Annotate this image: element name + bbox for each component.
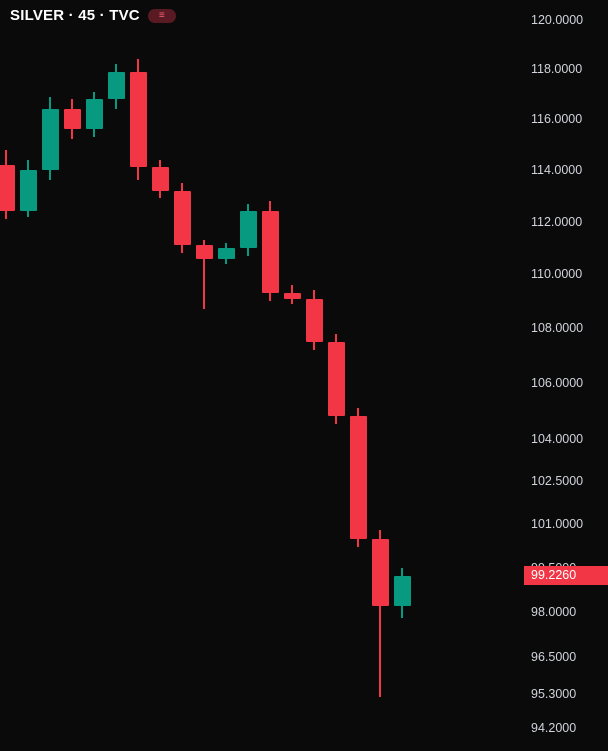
symbol-title[interactable]: SILVER · 45 · TVC <box>10 7 140 24</box>
candle-down <box>129 71 147 168</box>
candle-down <box>349 416 367 539</box>
candle-down <box>261 211 279 294</box>
candle-down <box>305 298 323 342</box>
candle-down <box>371 538 389 607</box>
price-scale-label: 110.0000 <box>531 267 583 282</box>
candle-up <box>19 170 37 212</box>
candle-up <box>85 99 103 130</box>
price-scale-label: 98.0000 <box>531 605 577 620</box>
candle-down <box>151 167 169 191</box>
price-scale[interactable]: 99.2260 120.0000 118.0000 116.0000 114.0000… <box>524 0 608 751</box>
symbol-header: SILVER · 45 · TVC ≡ <box>10 7 176 24</box>
candle-down <box>173 190 191 246</box>
candle-down <box>283 293 301 299</box>
candle-down <box>327 341 345 417</box>
price-scale-label: 96.5000 <box>531 650 577 665</box>
candle-down <box>0 164 15 212</box>
price-scale-label: 106.0000 <box>531 375 584 390</box>
price-scale-label: 101.0000 <box>531 517 584 532</box>
candle-up <box>393 575 411 607</box>
price-scale-label: 108.0000 <box>531 321 584 336</box>
candle-down <box>63 109 81 130</box>
candle-wick-down <box>379 529 381 698</box>
price-scale-label: 95.3000 <box>531 687 577 702</box>
price-scale-label: 118.0000 <box>531 62 583 77</box>
candle-up <box>217 248 235 259</box>
price-scale-label: 94.2000 <box>531 721 577 735</box>
candle-down <box>195 245 213 259</box>
last-price-value: 99.2260 <box>531 568 577 583</box>
candle-up <box>41 109 59 170</box>
price-scale-label: 102.5000 <box>531 474 584 489</box>
price-scale-label: 114.0000 <box>531 163 583 178</box>
chart-pane[interactable]: SILVER · 45 · TVC ≡ <box>0 0 524 751</box>
symbol-menu-badge[interactable]: ≡ <box>147 8 176 23</box>
candle-up <box>107 71 125 100</box>
menu-icon: ≡ <box>158 9 165 21</box>
last-price-label: 99.2260 <box>524 566 608 586</box>
price-scale-label: 116.0000 <box>531 112 583 127</box>
candle-up <box>239 211 257 249</box>
candle-wick-down <box>203 240 205 310</box>
price-scale-label: 112.0000 <box>531 214 583 229</box>
price-scale-label: 120.0000 <box>531 13 584 27</box>
price-scale-label: 104.0000 <box>531 431 584 446</box>
